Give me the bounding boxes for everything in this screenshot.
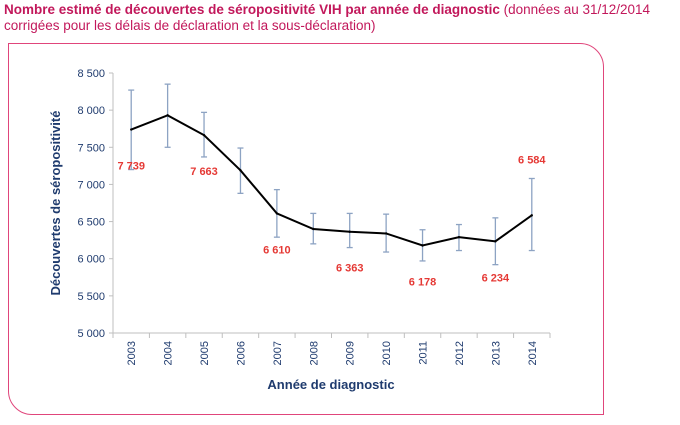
- data-label: 6 234: [482, 272, 510, 284]
- x-tick-label: 2004: [163, 341, 175, 365]
- data-point: [312, 227, 315, 231]
- y-tick-label: 8 500: [77, 68, 105, 80]
- y-tick-label: 5 500: [77, 291, 105, 303]
- data-point: [384, 232, 388, 235]
- data-point: [494, 240, 497, 243]
- x-tick-label: 2010: [381, 341, 393, 365]
- x-tick-label: 2003: [126, 341, 138, 365]
- data-point: [202, 133, 206, 137]
- data-point: [530, 214, 533, 217]
- series-line: [130, 114, 533, 247]
- chart-title-bold: Nombre estimé de découvertes de séroposi…: [4, 2, 500, 17]
- data-point: [275, 212, 279, 215]
- data-label: 6 178: [409, 276, 437, 288]
- y-axis-title: Découvertes de séropositivité: [48, 111, 63, 296]
- x-tick-label: 2008: [308, 341, 320, 365]
- data-label: 6 584: [518, 154, 546, 166]
- data-point: [239, 169, 242, 172]
- data-label: 6 363: [336, 263, 364, 275]
- data-point: [166, 114, 169, 117]
- y-tick-label: 6 500: [77, 217, 105, 229]
- y-tick-label: 6 000: [77, 254, 105, 266]
- x-tick-label: 2014: [527, 341, 539, 365]
- data-point: [130, 128, 133, 131]
- x-tick-label: 2005: [199, 341, 211, 365]
- x-tick-label: 2007: [272, 341, 284, 365]
- data-label: 6 610: [263, 244, 291, 256]
- chart-title-rest: (données au 31/12/2014 corrigées pour le…: [4, 2, 651, 33]
- chart-title: Nombre estimé de découvertes de séroposi…: [4, 2, 676, 33]
- x-axis-title: Année de diagnostic: [267, 377, 394, 392]
- chart-frame: [8, 43, 604, 415]
- y-tick-label: 8 000: [77, 105, 105, 117]
- y-tick-label: 5 000: [77, 328, 105, 340]
- data-point: [421, 244, 424, 247]
- y-tick-label: 7 000: [77, 179, 105, 191]
- x-tick-label: 2006: [235, 341, 247, 365]
- x-tick-label: 2011: [418, 341, 430, 365]
- x-tick-label: 2009: [345, 341, 357, 365]
- x-tick-label: 2013: [490, 341, 502, 365]
- data-label: 7 739: [117, 161, 145, 173]
- data-point: [348, 230, 351, 233]
- y-tick-label: 7 500: [77, 142, 105, 154]
- data-point: [457, 235, 461, 239]
- data-label: 7 663: [190, 166, 218, 178]
- x-tick-label: 2012: [454, 341, 466, 365]
